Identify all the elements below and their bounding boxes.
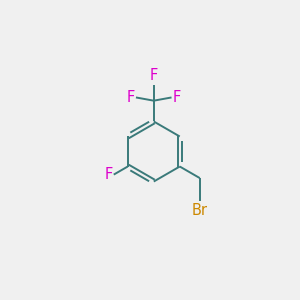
Text: F: F [104, 167, 112, 182]
Text: Br: Br [192, 203, 208, 218]
Text: F: F [127, 90, 135, 105]
Text: F: F [150, 68, 158, 83]
Text: F: F [173, 90, 181, 105]
